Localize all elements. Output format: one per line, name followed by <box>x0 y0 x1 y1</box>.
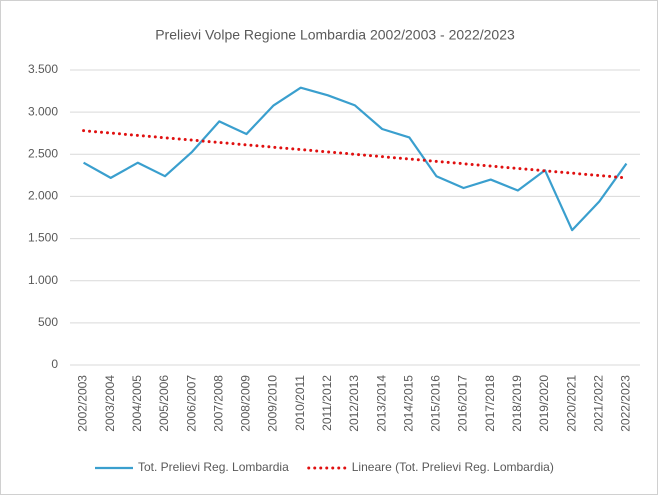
y-tick-label: 1.000 <box>28 273 58 287</box>
x-tick-label: 2012/2013 <box>347 375 361 432</box>
series-line <box>82 129 628 180</box>
x-tick-label: 2005/2006 <box>157 375 171 432</box>
y-tick-label: 1.500 <box>28 231 58 245</box>
x-tick-label: 2008/2009 <box>239 375 253 432</box>
x-tick-label: 2003/2004 <box>103 375 117 432</box>
y-tick-label: 3.000 <box>28 104 58 118</box>
x-tick-label: 2007/2008 <box>211 375 225 432</box>
x-tick-label: 2022/2023 <box>619 375 633 432</box>
x-tick-label: 2011/2012 <box>320 375 334 431</box>
x-tick-label: 2018/2019 <box>510 375 524 432</box>
y-tick-label: 2.000 <box>28 189 58 203</box>
chart-title: Prelievi Volpe Regione Lombardia 2002/20… <box>155 27 515 43</box>
legend-label: Lineare (Tot. Prelievi Reg. Lombardia) <box>352 460 554 474</box>
x-tick-label: 2009/2010 <box>266 375 280 432</box>
x-tick-label: 2004/2005 <box>130 375 144 432</box>
y-tick-label: 2.500 <box>28 146 58 160</box>
x-tick-label: 2013/2014 <box>374 375 388 432</box>
x-tick-label: 2019/2020 <box>537 375 551 432</box>
legend-label: Tot. Prelievi Reg. Lombardia <box>138 460 289 474</box>
x-tick-label: 2002/2003 <box>76 375 90 432</box>
y-tick-label: 3.500 <box>28 62 58 76</box>
x-tick-label: 2010/2011 <box>293 375 307 431</box>
x-tick-label: 2021/2022 <box>591 375 605 432</box>
x-tick-label: 2020/2021 <box>564 375 578 432</box>
y-tick-label: 0 <box>51 357 58 371</box>
y-tick-label: 500 <box>38 315 58 329</box>
x-tick-label: 2017/2018 <box>483 375 497 432</box>
x-tick-label: 2014/2015 <box>401 375 415 432</box>
x-tick-label: 2015/2016 <box>429 375 443 432</box>
series-line <box>83 86 628 232</box>
x-tick-label: 2006/2007 <box>184 375 198 432</box>
x-tick-label: 2016/2017 <box>456 375 470 432</box>
